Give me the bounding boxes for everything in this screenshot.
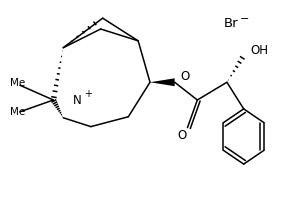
Text: O: O xyxy=(181,70,190,83)
Text: Br: Br xyxy=(224,17,238,30)
Text: Me: Me xyxy=(10,107,25,117)
Text: +: + xyxy=(84,89,92,99)
Polygon shape xyxy=(150,78,175,86)
Text: −: − xyxy=(240,14,249,24)
Text: Me: Me xyxy=(10,78,25,88)
Text: O: O xyxy=(177,129,186,142)
Text: N: N xyxy=(73,94,82,106)
Text: OH: OH xyxy=(250,44,268,57)
